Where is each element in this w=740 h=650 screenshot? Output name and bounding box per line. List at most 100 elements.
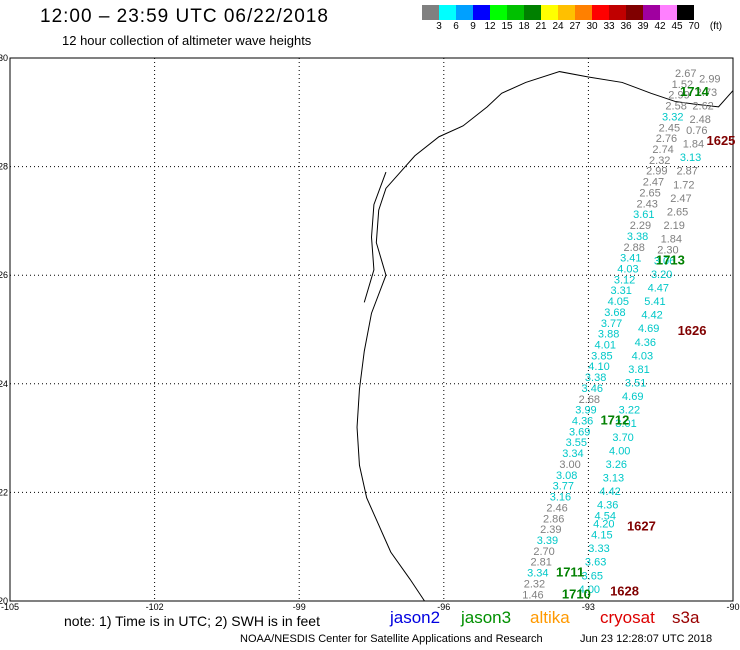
scale-swatch [473, 5, 490, 20]
wave-height-value: 3.38 [627, 231, 648, 243]
pass-label: 1711 [556, 565, 584, 580]
wave-height-value: 2.46 [546, 502, 567, 514]
wave-height-value: 2.67 [675, 68, 696, 80]
scale-swatch [422, 5, 439, 20]
wave-height-value: 3.46 [582, 383, 603, 395]
wave-height-value: 4.01 [595, 340, 616, 352]
satellite-legend-item: s3a [672, 608, 700, 627]
wave-height-value: 3.99 [575, 405, 596, 417]
pass-label: 1710 [562, 586, 591, 601]
scale-label: 33 [603, 21, 615, 32]
wave-height-value: 3.55 [566, 437, 587, 449]
satellite-legend-item: cryosat [600, 608, 655, 627]
wave-height-value: 1.46 [522, 589, 543, 601]
wave-height-value: 3.61 [633, 209, 654, 221]
wave-height-value: 2.32 [649, 155, 670, 167]
scale-label: 3 [436, 21, 442, 32]
wave-height-value: 3.13 [603, 473, 624, 485]
wave-height-value: 1.84 [683, 139, 704, 151]
scale-swatch [660, 5, 677, 20]
wave-height-value: 3.70 [612, 432, 633, 444]
wave-height-value: 3.34 [527, 568, 548, 580]
wave-height-value: 4.36 [635, 337, 656, 349]
coastline [356, 71, 589, 602]
scale-label: 45 [671, 21, 683, 32]
scale-label: 30 [586, 21, 598, 32]
scale-swatch [524, 5, 541, 20]
color-scale [422, 5, 694, 20]
wave-height-value: 1.52 [672, 79, 693, 91]
wave-height-value: 3.06 [654, 255, 675, 267]
footer-credit: NOAA/NESDIS Center for Satellite Applica… [240, 633, 543, 645]
wave-height-value: 4.00 [609, 445, 630, 457]
wave-height-value: 3.32 [662, 111, 683, 123]
wave-height-value: 4.36 [597, 500, 618, 512]
page-subtitle: 12 hour collection of altimeter wave hei… [62, 33, 312, 48]
scale-label: 27 [569, 21, 581, 32]
wave-height-value: 2.47 [670, 193, 691, 205]
footer-note: note: 1) Time is in UTC; 2) SWH is in fe… [64, 613, 320, 629]
wave-height-value: 3.16 [550, 492, 571, 504]
wave-height-value: 2.65 [639, 187, 660, 199]
wave-height-value: 3.34 [562, 448, 583, 460]
wave-height-value: 3.69 [569, 426, 590, 438]
wave-height-value: 3.39 [537, 535, 558, 547]
lat-tick-label: 26 [0, 270, 8, 280]
wave-height-value: 2.99 [668, 90, 689, 102]
pass-label: 1625 [706, 133, 735, 148]
louisiana-coastline [588, 76, 734, 108]
wave-height-value: 1.72 [673, 179, 694, 191]
wave-height-value: 2.62 [692, 101, 713, 113]
scale-swatch [609, 5, 626, 20]
map-frame [9, 57, 734, 602]
scale-swatch [541, 5, 558, 20]
wave-height-value: 2.43 [636, 198, 657, 210]
scale-label: 39 [637, 21, 649, 32]
wave-height-value: 4.69 [638, 323, 659, 335]
scale-label: 18 [518, 21, 530, 32]
wave-height-value: 3.88 [598, 329, 619, 341]
wave-height-value: 3.85 [591, 350, 612, 362]
scale-label: 36 [620, 21, 632, 32]
wave-height-value: 4.03 [617, 263, 638, 275]
satellite-legend-item: altika [530, 608, 570, 627]
lon-tick-label: -102 [146, 602, 164, 610]
lat-tick-label: 20 [0, 596, 8, 606]
wave-height-value: 4.36 [572, 416, 593, 428]
wave-height-value: 3.20 [651, 269, 672, 281]
wave-height-value: 4.42 [641, 310, 662, 322]
pass-label: 1713 [656, 252, 685, 267]
wave-height-value: 2.58 [665, 101, 686, 113]
lat-tick-label: 22 [0, 487, 8, 497]
scale-label: 24 [552, 21, 564, 32]
wave-height-value: 3.00 [559, 459, 580, 471]
wave-height-value: 5.41 [644, 296, 665, 308]
wave-height-value: 3.26 [606, 459, 627, 471]
wave-height-value: 4.15 [591, 530, 612, 542]
wave-height-value: 2.76 [656, 133, 677, 145]
wave-height-value: 2.70 [533, 546, 554, 558]
wave-height-value: 4.20 [593, 519, 614, 531]
wave-height-value: 2.45 [659, 122, 680, 134]
wave-height-value: 1.84 [661, 234, 682, 246]
scale-label: 6 [453, 21, 459, 32]
wave-height-value: 3.08 [556, 470, 577, 482]
wave-height-value: 4.69 [622, 391, 643, 403]
satellite-legend-item: jason3 [461, 608, 512, 627]
wave-height-value: 3.81 [628, 364, 649, 376]
lon-tick-label: -90 [726, 602, 739, 610]
wave-height-value: 3.65 [582, 570, 603, 582]
wave-height-value: 4.54 [595, 511, 616, 523]
footer-timestamp: Jun 23 12:28:07 UTC 2018 [580, 633, 713, 645]
scale-swatch [677, 5, 694, 20]
wave-height-value: 2.99 [699, 73, 720, 85]
wave-height-value: 2.32 [524, 578, 545, 590]
wave-height-value: 3.51 [625, 378, 646, 390]
satellite-legend-item: jason2 [390, 608, 441, 627]
pass-label: 1712 [600, 413, 629, 428]
scale-swatch [575, 5, 592, 20]
wave-height-value: 4.42 [599, 486, 620, 498]
wave-height-value: 2.47 [643, 177, 664, 189]
color-scale-swatches [422, 5, 694, 20]
